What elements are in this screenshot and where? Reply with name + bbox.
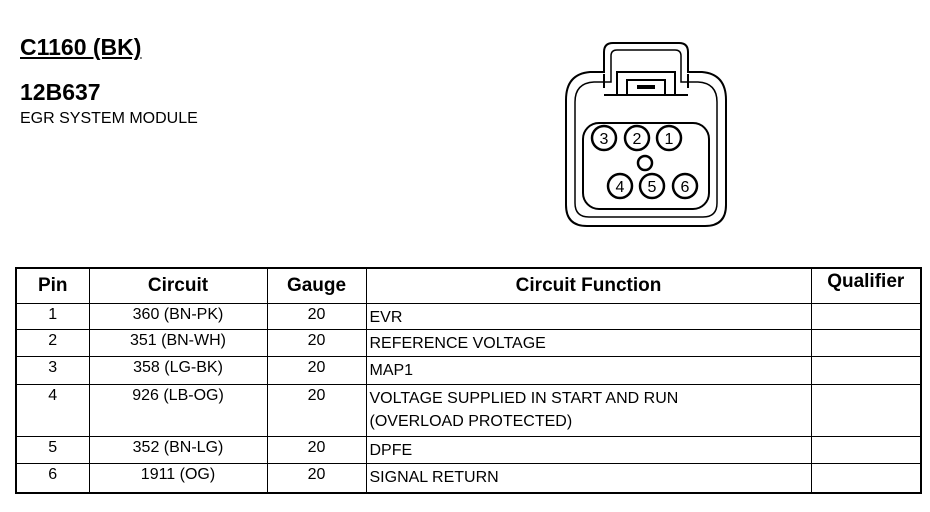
pin-number-label: 3 — [600, 131, 609, 148]
pin-4-cavity — [606, 172, 634, 200]
gauge-cell: 20 — [266, 436, 367, 464]
pin-cell: 2 — [15, 329, 90, 357]
pin-cell: 3 — [15, 356, 90, 385]
function-line: SIGNAL RETURN — [369, 469, 499, 486]
circuit-cell: 1911 (OG) — [88, 463, 268, 493]
table-header-row: Pin Circuit Gauge Circuit Function Quali… — [15, 267, 922, 304]
function-cell: SIGNAL RETURN — [365, 463, 812, 493]
function-cell: DPFE — [365, 436, 812, 464]
function-line: DPFE — [369, 442, 413, 459]
qualifier-cell — [810, 463, 922, 493]
function-cell: VOLTAGE SUPPLIED IN START AND RUN (OVERLO… — [365, 384, 812, 437]
table-row: 6 1911 (OG) 20 SIGNAL RETURN — [15, 463, 922, 493]
table-row: 2 351 (BN-WH) 20 REFERENCE VOLTAGE — [15, 329, 922, 357]
circuit-cell: 926 (LB-OG) — [88, 384, 268, 437]
pin-2-cavity — [623, 124, 651, 152]
qualifier-cell — [810, 384, 922, 437]
pin-cell: 5 — [15, 436, 90, 464]
center-key-hole — [636, 154, 654, 172]
qualifier-cell — [810, 436, 922, 464]
table-row: 4 926 (LB-OG) 20 VOLTAGE SUPPLIED IN START … — [15, 384, 922, 437]
part-number: 12B637 — [20, 79, 101, 105]
pin-number-label: 1 — [665, 131, 674, 148]
circuit-cell: 360 (BN-PK) — [88, 303, 268, 330]
pin-number-label: 4 — [616, 179, 625, 196]
latch-teeth — [637, 85, 655, 89]
circuit-cell: 352 (BN-LG) — [88, 436, 268, 464]
table-row: 1 360 (BN-PK) 20 EVR — [15, 303, 922, 330]
function-cell: EVR — [365, 303, 812, 330]
connector-id: C1160 (BK) — [20, 34, 142, 60]
circuit-cell: 351 (BN-WH) — [88, 329, 268, 357]
qualifier-cell — [810, 303, 922, 330]
pin-number-label: 6 — [681, 179, 690, 196]
header-gauge: Gauge — [266, 267, 367, 304]
pin-number-label: 2 — [633, 131, 642, 148]
pin-cell: 6 — [15, 463, 90, 493]
function-line: REFERENCE VOLTAGE — [369, 335, 546, 352]
circuit-cell: 358 (LG-BK) — [88, 356, 268, 385]
function-line: EVR — [369, 309, 403, 326]
pin-cell: 1 — [15, 303, 90, 330]
pin-3-cavity — [590, 124, 618, 152]
gauge-cell: 20 — [266, 384, 367, 437]
connector-inner-shell — [574, 49, 718, 218]
table-row: 5 352 (BN-LG) 20 DPFE — [15, 436, 922, 464]
gauge-cell: 20 — [266, 463, 367, 493]
gauge-cell: 20 — [266, 329, 367, 357]
pin-number-label: 5 — [648, 179, 657, 196]
header-qualifier: Qualifier — [810, 267, 922, 304]
part-name: EGR SYSTEM MODULE — [20, 110, 198, 127]
pin-circles: 1 2 3 4 5 6 — [590, 124, 699, 200]
pin-5-cavity — [638, 172, 666, 200]
connector-outer-shell — [565, 42, 727, 227]
pinout-table: Pin Circuit Gauge Circuit Function Quali… — [15, 267, 922, 494]
gauge-cell: 20 — [266, 356, 367, 385]
gauge-cell: 20 — [266, 303, 367, 330]
pin-1-cavity — [655, 124, 683, 152]
function-cell: REFERENCE VOLTAGE — [365, 329, 812, 357]
header-pin: Pin — [15, 267, 90, 304]
pin-cell: 4 — [15, 384, 90, 437]
pin-cavity-area — [582, 122, 710, 210]
latch — [603, 71, 689, 96]
header-circuit-function: Circuit Function — [365, 267, 812, 304]
header-circuit: Circuit — [88, 267, 268, 304]
qualifier-cell — [810, 329, 922, 357]
qualifier-cell — [810, 356, 922, 385]
function-cell: MAP1 — [365, 356, 812, 385]
pin-6-cavity — [671, 172, 699, 200]
function-line: MAP1 — [369, 362, 414, 379]
table-row: 3 358 (LG-BK) 20 MAP1 — [15, 356, 922, 385]
function-line: (OVERLOAD PROTECTED) — [369, 413, 573, 430]
function-line: VOLTAGE SUPPLIED IN START AND RUN — [369, 390, 679, 407]
